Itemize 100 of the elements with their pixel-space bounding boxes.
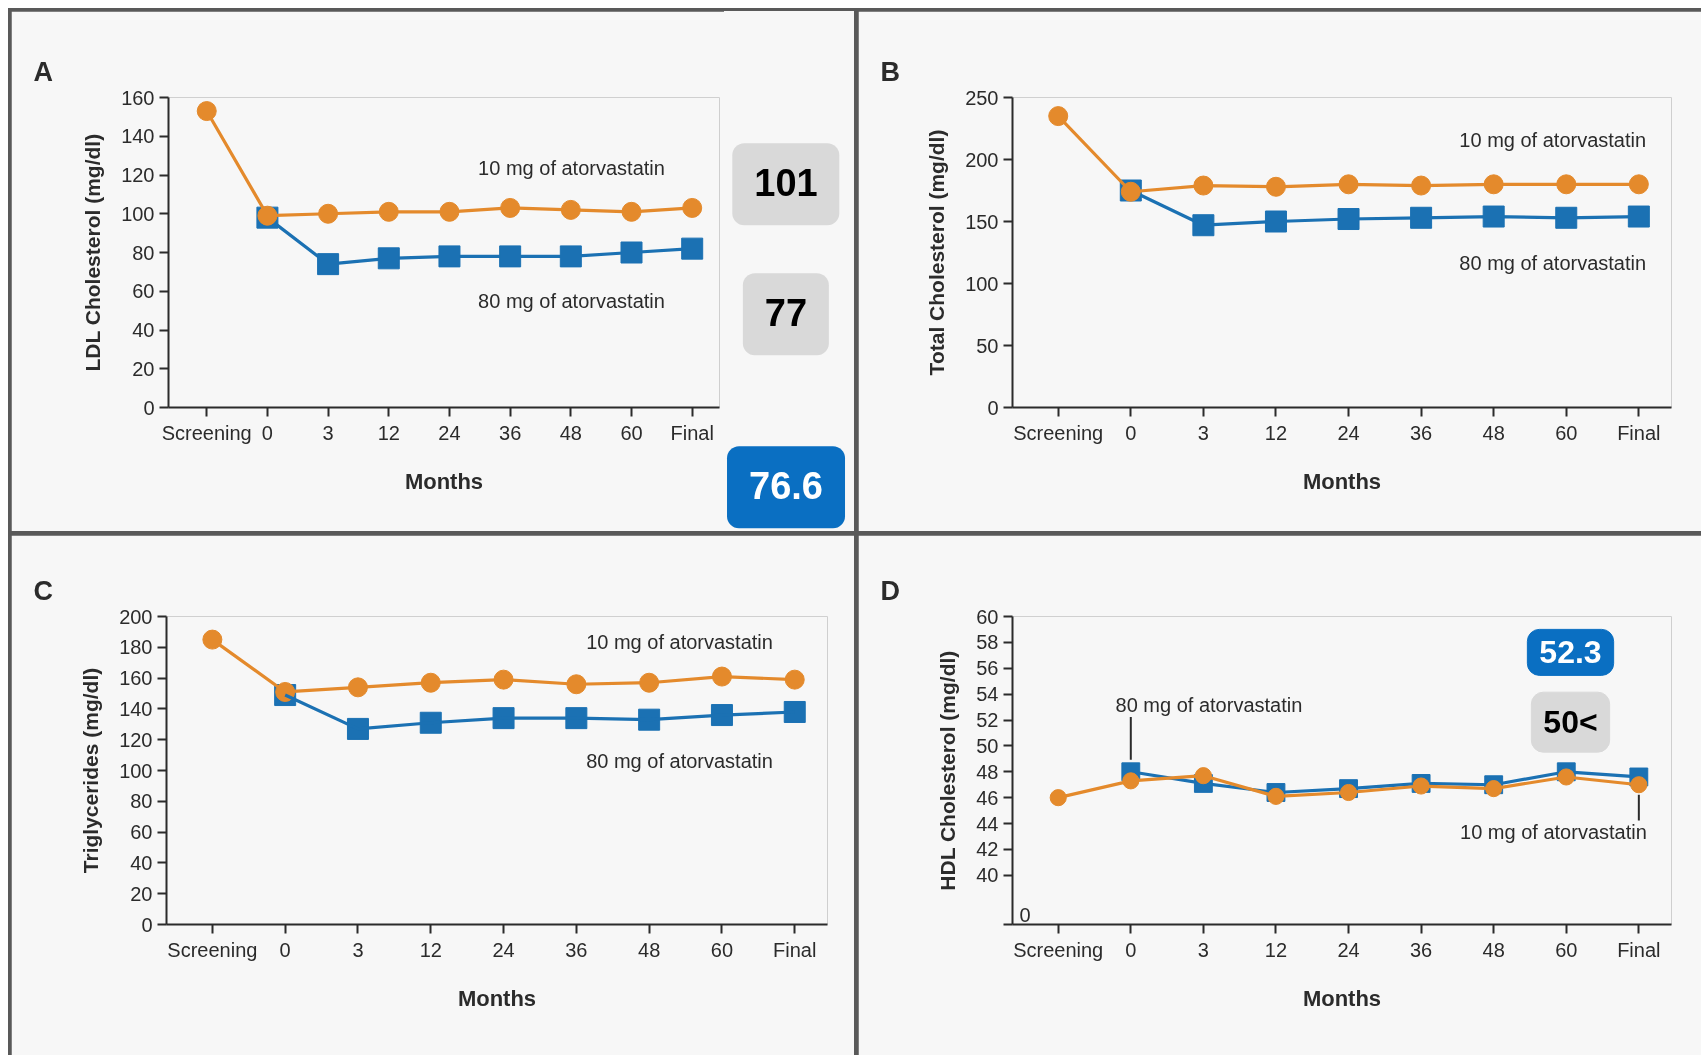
y-tick-label: 40 xyxy=(130,851,153,874)
series-label: 10 mg of atorvastatin xyxy=(478,156,665,179)
point xyxy=(1628,174,1649,195)
x-tick-label: Final xyxy=(670,421,714,444)
y-axis-title: LDL Cholesterol (mg/dl) xyxy=(81,133,105,372)
series-label: 80 mg of atorvastatin xyxy=(1459,251,1647,274)
y-tick-label: 250 xyxy=(965,86,999,109)
text: 77 xyxy=(742,273,830,355)
y-tick-label: 50 xyxy=(976,334,999,357)
point xyxy=(493,669,514,690)
series-label: 10 mg of atorvastatin xyxy=(1459,129,1647,152)
point xyxy=(275,681,296,702)
y-tick-label: 58 xyxy=(976,631,999,654)
x-tick-label: Screening xyxy=(161,421,252,444)
y-tick-label: 120 xyxy=(119,728,153,751)
point xyxy=(347,677,368,698)
y-tick-label: 60 xyxy=(976,605,999,628)
x-tick-label: 36 xyxy=(1409,421,1433,444)
x-tick-label: 24 xyxy=(1337,938,1360,961)
point xyxy=(1627,205,1650,228)
point xyxy=(1482,205,1505,228)
y-tick-label: 44 xyxy=(976,812,999,835)
point xyxy=(1557,768,1575,786)
x-tick-label: 60 xyxy=(1555,938,1578,961)
y-tick-label: 40 xyxy=(132,319,155,341)
x-tick-label: 12 xyxy=(419,938,442,961)
x-tick-label: 36 xyxy=(565,938,588,961)
y-tick-label: 54 xyxy=(976,683,999,706)
point xyxy=(1630,776,1648,794)
x-tick-label: Screening xyxy=(1013,938,1104,961)
y-tick-label: 180 xyxy=(119,636,153,659)
point xyxy=(1193,175,1214,196)
y-tick-label: 140 xyxy=(119,697,153,720)
y-tick-label: 160 xyxy=(119,667,153,690)
x-tick-label: 0 xyxy=(279,938,291,961)
x-tick-label: 3 xyxy=(1197,421,1209,444)
y-tick-label: 200 xyxy=(119,605,153,628)
x-axis-title: Months xyxy=(457,985,537,1011)
point xyxy=(1122,772,1140,790)
x-tick-label: 48 xyxy=(1482,421,1505,444)
x-tick-label: Final xyxy=(1617,938,1661,961)
point xyxy=(566,674,587,695)
x-tick-label: 0 xyxy=(1125,938,1137,961)
x-tick-label: 48 xyxy=(559,421,582,444)
x-axis-title: Months xyxy=(1302,985,1382,1011)
chart-title: A xyxy=(33,56,53,87)
y-tick-label: 46 xyxy=(976,786,999,809)
series-label: 80 mg of atorvastatin xyxy=(478,289,665,312)
point xyxy=(1410,206,1433,229)
text: 101 xyxy=(732,143,840,225)
point xyxy=(711,666,732,687)
y-tick-label: 0 xyxy=(143,396,155,419)
point xyxy=(559,245,582,268)
point xyxy=(681,237,704,260)
y-tick-label: 60 xyxy=(130,821,153,844)
y-tick-label: 120 xyxy=(121,164,155,186)
y-tick-label: 20 xyxy=(132,357,155,380)
point xyxy=(1483,174,1504,195)
x-tick-label: 3 xyxy=(1197,938,1209,961)
y-tick-label: 50 xyxy=(976,734,999,757)
point xyxy=(639,672,660,693)
point xyxy=(1192,214,1215,237)
y-tick-label: 100 xyxy=(965,272,999,295)
point xyxy=(318,203,339,224)
y-tick-label: 100 xyxy=(121,202,155,225)
point xyxy=(500,197,521,218)
y-tick-label: 150 xyxy=(965,210,999,233)
y-tick-label: 140 xyxy=(121,125,155,148)
point xyxy=(1267,787,1285,805)
series-label: 80 mg of atorvastatin xyxy=(586,749,773,772)
chart-title: B xyxy=(880,56,900,87)
y-tick-label: 200 xyxy=(965,148,999,171)
x-tick-label: Final xyxy=(773,938,817,961)
point xyxy=(492,707,515,730)
point xyxy=(1339,783,1358,802)
point xyxy=(377,247,400,270)
series-label: 10 mg of atorvastatin xyxy=(1460,820,1647,843)
x-tick-label: 3 xyxy=(322,421,334,444)
x-tick-label: 3 xyxy=(352,938,364,961)
point xyxy=(621,201,642,222)
y-tick-label: 56 xyxy=(976,657,999,680)
y-tick-label: 20 xyxy=(130,882,153,905)
point xyxy=(1485,780,1503,798)
point xyxy=(1338,174,1359,195)
annotation: 52.3 xyxy=(1539,634,1602,671)
x-tick-label: 24 xyxy=(1337,421,1360,444)
point xyxy=(1411,175,1432,196)
point xyxy=(1337,208,1360,231)
point xyxy=(317,253,340,276)
y-tick-label: 0 xyxy=(141,913,153,936)
series-label: 10 mg of atorvastatin xyxy=(586,630,773,653)
point xyxy=(1049,789,1067,807)
point xyxy=(499,245,522,268)
y-tick-label: 80 xyxy=(130,790,153,813)
point xyxy=(1265,176,1286,197)
x-tick-label: Final xyxy=(1617,421,1661,444)
point xyxy=(439,201,460,222)
y-tick-label: 52 xyxy=(976,709,999,732)
x-tick-label: 24 xyxy=(492,938,515,961)
point xyxy=(196,101,217,122)
